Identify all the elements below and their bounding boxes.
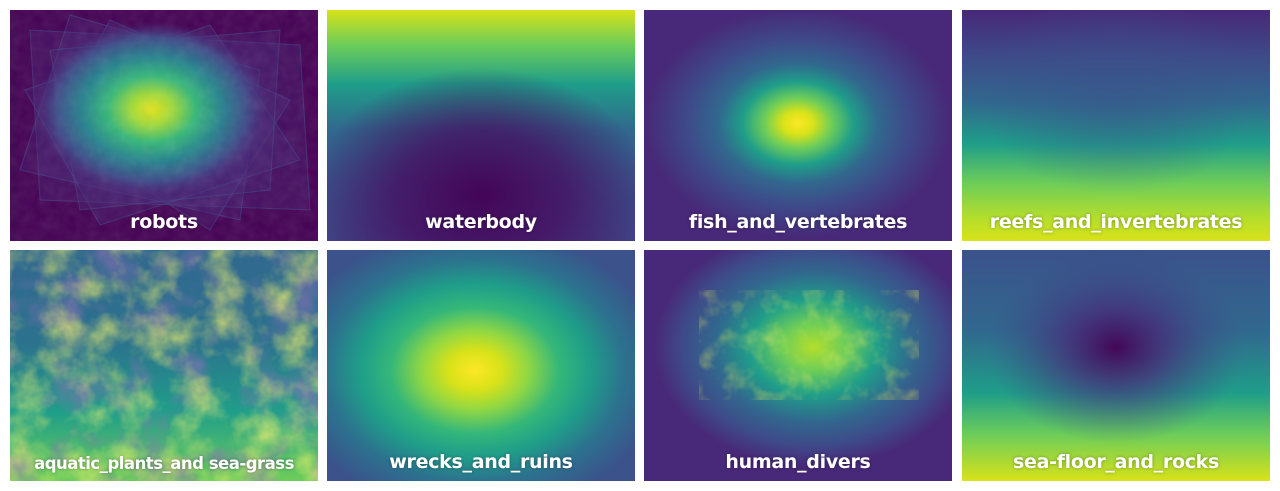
heatmap-wrecks-and-ruins [327,250,635,481]
heatmap-human-divers [644,250,952,481]
tile-label: reefs_and_invertebrates [989,211,1243,233]
heatmap-robots [10,10,318,241]
heatmap-waterbody [327,10,635,241]
tile-label: fish_and_vertebrates [688,211,908,233]
tile-label: human_divers [725,451,871,473]
heatmap-tile-human-divers: human_divers [644,250,952,481]
heatmap-tile-reefs-and-invertebrates: reefs_and_invertebrates [962,10,1270,241]
heatmap-sea-floor-and-rocks [962,250,1270,481]
heatmap-tile-wrecks-and-ruins: wrecks_and_ruins [327,250,635,481]
heatmap-aquatic-plants-and-sea-grass [10,250,318,481]
heatmap-tile-sea-floor-and-rocks: sea-floor_and_rocks [962,250,1270,481]
heatmap-tile-aquatic-plants-and-sea-grass: aquatic_plants_and sea-grass [10,250,318,481]
heatmap-tile-robots: robots [10,10,318,241]
heatmap-reefs-and-invertebrates [962,10,1270,241]
tile-label: wrecks_and_ruins [389,451,573,473]
heatmap-fish-and-vertebrates [644,10,952,241]
tile-label: aquatic_plants_and sea-grass [34,454,294,473]
tile-label: sea-floor_and_rocks [1012,451,1220,473]
heatmap-tile-fish-and-vertebrates: fish_and_vertebrates [644,10,952,241]
tile-label: waterbody [425,211,537,233]
heatmap-tile-waterbody: waterbody [327,10,635,241]
tile-label: robots [130,211,198,233]
